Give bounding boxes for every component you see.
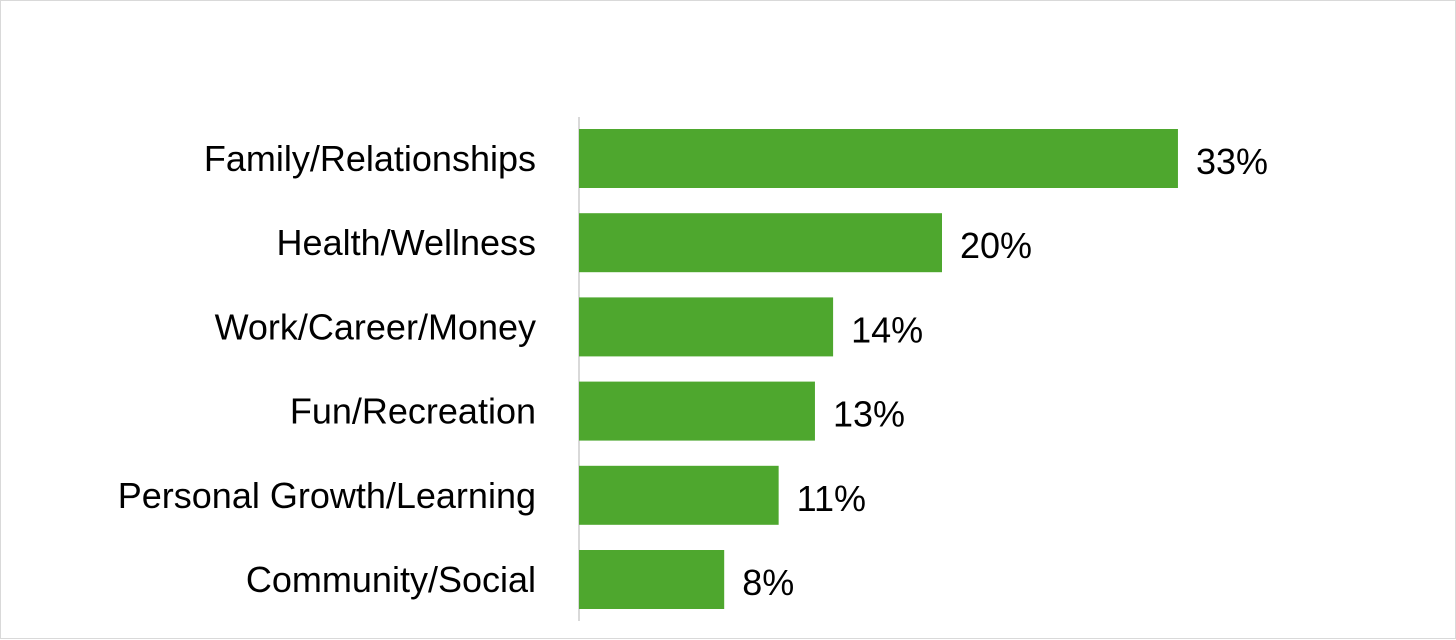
category-label: Health/Wellness (277, 222, 536, 263)
bar-community-social (579, 550, 725, 609)
bars-layer (579, 129, 1178, 609)
value-label: 13% (833, 394, 905, 435)
value-labels-layer: 33% 20% 14% 13% 11% 8% (742, 141, 1268, 603)
bar-health-wellness (579, 213, 942, 273)
value-label: 33% (1196, 141, 1268, 182)
category-label: Work/Career/Money (215, 306, 536, 347)
bar-personal-growth-learning (579, 465, 779, 525)
bar-work-career-money (579, 297, 834, 357)
value-label: 14% (851, 309, 923, 350)
category-label: Personal Growth/Learning (118, 475, 536, 516)
category-labels-layer: Family/Relationships Health/Wellness Work/… (118, 138, 536, 600)
bar-fun-recreation (579, 381, 815, 441)
category-label: Family/Relationships (204, 138, 536, 179)
category-label: Community/Social (246, 559, 536, 600)
bar-family-relationships (579, 129, 1178, 188)
value-label: 11% (797, 478, 866, 519)
category-label: Fun/Recreation (290, 391, 536, 432)
value-label: 8% (742, 562, 794, 603)
value-label: 20% (960, 225, 1032, 266)
